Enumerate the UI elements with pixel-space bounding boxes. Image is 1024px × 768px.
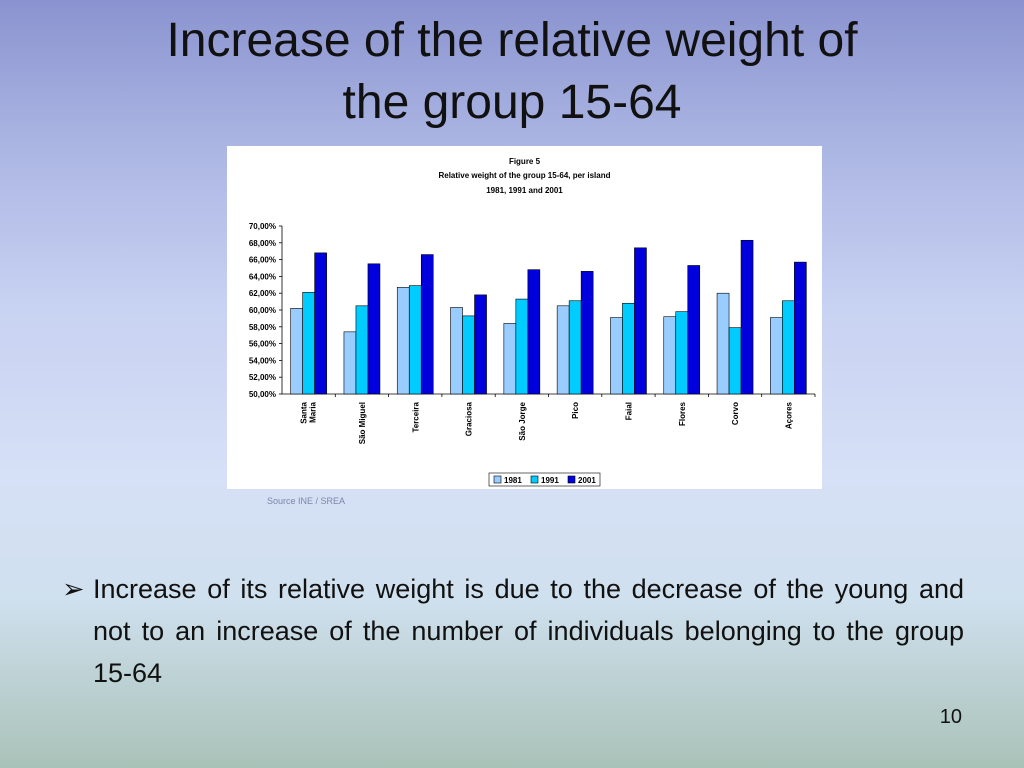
- legend-box: [488, 472, 601, 487]
- bar-1981-1: [343, 331, 357, 395]
- bar-1981-3: [450, 307, 463, 395]
- x-category-label: Terceira: [411, 401, 420, 432]
- bar-2001-3: [474, 294, 487, 395]
- bar-1981-4: [503, 323, 517, 395]
- bar-1991-0: [302, 292, 315, 395]
- bar-2001-4: [527, 269, 541, 395]
- chart-panel: Figure 5 Relative weight of the group 15…: [227, 146, 822, 489]
- arrow-bullet-icon: ➢: [62, 574, 85, 604]
- y-tick-label: 66,00%: [249, 256, 276, 265]
- bar-1981-9: [770, 317, 783, 395]
- x-category-label: SantaMaria: [300, 401, 318, 423]
- legend-swatch-1981: [493, 475, 502, 484]
- y-tick-label: 52,00%: [249, 373, 276, 382]
- chart-subtitle-years: 1981, 1991 and 2001: [486, 186, 563, 195]
- source-note: Source INE / SREA: [267, 496, 346, 506]
- title-line-2: the group 15-64: [342, 76, 682, 129]
- bar-1991-6: [622, 302, 635, 395]
- legend-label-1981: 1981: [504, 476, 522, 485]
- bar-2001-9: [794, 261, 807, 395]
- bar-2001-0: [314, 252, 327, 395]
- bullet-text: Increase of its relative weight is due t…: [93, 574, 964, 688]
- bar-1981-0: [290, 308, 303, 395]
- y-tick-label: 56,00%: [249, 340, 276, 349]
- bar-chart: Figure 5 Relative weight of the group 15…: [249, 157, 816, 487]
- plot-area: 50,00% 52,00% 54,00% 56,00% 58,00% 60,00% 62,0…: [249, 222, 816, 444]
- bar-1991-4: [515, 298, 529, 395]
- bar-1991-1: [355, 305, 369, 395]
- y-tick-label: 64,00%: [249, 272, 276, 281]
- bar-1991-7: [675, 311, 689, 395]
- bar-1991-8: [728, 327, 742, 395]
- bar-1991-9: [782, 300, 795, 395]
- y-tick-label: 54,00%: [249, 356, 276, 365]
- legend-label-2001: 2001: [578, 476, 596, 485]
- y-tick-label: 62,00%: [249, 289, 276, 298]
- bar-1981-7: [663, 316, 677, 395]
- bar-2001-8: [740, 239, 754, 395]
- y-tick-label: 50,00%: [249, 390, 276, 399]
- x-category-label: Pico: [571, 402, 580, 419]
- bar-2001-7: [687, 265, 701, 395]
- bar-1981-6: [610, 317, 623, 395]
- x-category-label: Flores: [678, 401, 687, 426]
- chart-subtitle: Relative weight of the group 15-64, per …: [438, 171, 610, 180]
- page-number: 10: [939, 706, 962, 728]
- chart-legend: 1981 1991 2001: [488, 472, 601, 487]
- bar-1981-5: [556, 305, 570, 395]
- y-tick-label: 68,00%: [249, 239, 276, 248]
- x-category-label: Corvo: [731, 402, 740, 425]
- x-category-label: Açores: [784, 401, 793, 429]
- chart-title: Figure 5: [509, 157, 541, 166]
- legend-label-1991: 1991: [541, 476, 559, 485]
- bar-1991-3: [462, 315, 475, 395]
- legend-swatch-1991: [530, 475, 539, 484]
- bar-1991-5: [568, 300, 582, 395]
- title-line-1: Increase of the relative weight of: [166, 14, 858, 67]
- bar-2001-6: [634, 247, 647, 395]
- bar-1981-2: [396, 287, 410, 395]
- bar-2001-2: [420, 254, 434, 395]
- x-category-label: São Jorge: [518, 401, 527, 440]
- y-tick-label: 70,00%: [249, 222, 276, 231]
- legend-swatch-2001: [567, 475, 576, 484]
- bar-1991-2: [408, 285, 422, 395]
- bar-2001-5: [580, 271, 594, 395]
- y-tick-label: 60,00%: [249, 306, 276, 315]
- bullet-point: ➢ Increase of its relative weight is due…: [62, 568, 964, 694]
- x-category-label: Graciosa: [465, 401, 474, 436]
- slide-title: Increase of the relative weight of the g…: [40, 10, 984, 134]
- bar-1981-8: [716, 292, 730, 395]
- x-category-label: Faial: [624, 402, 633, 420]
- y-tick-label: 58,00%: [249, 323, 276, 332]
- x-category-label: São Miguel: [358, 402, 367, 444]
- bar-2001-1: [367, 263, 381, 395]
